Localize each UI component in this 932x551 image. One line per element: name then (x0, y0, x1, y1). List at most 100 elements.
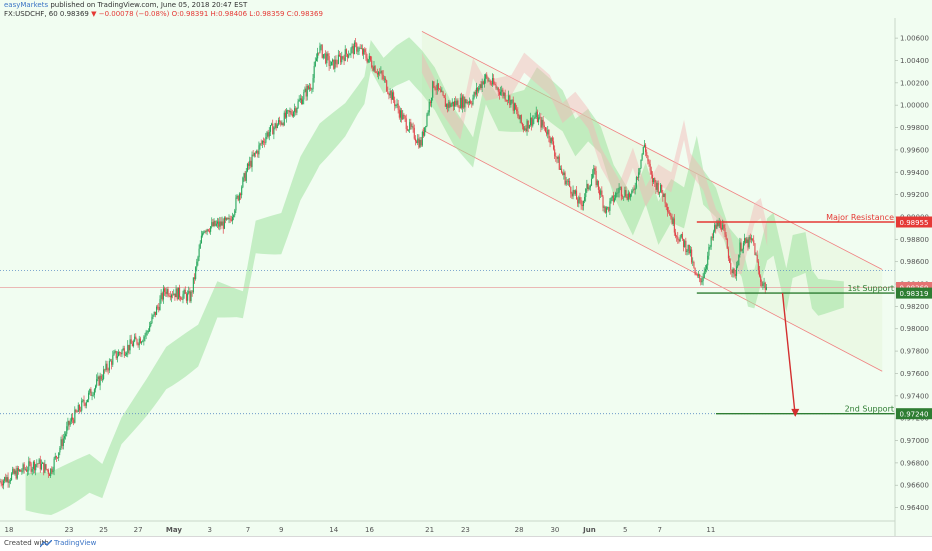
candle-body (93, 389, 95, 395)
candle-body (46, 469, 48, 470)
candle-body (120, 353, 122, 355)
candle-body (695, 274, 697, 276)
candle-body (371, 60, 373, 68)
candle-body (144, 335, 146, 337)
candle-body (266, 132, 268, 137)
candle-body (84, 403, 86, 406)
candle-body (731, 269, 733, 274)
candle-body (2, 480, 5, 486)
candle-body (107, 369, 109, 371)
candle-body (15, 470, 17, 479)
candle-body (344, 49, 346, 61)
price-chart[interactable]: Major Resistance 1st Support 2nd Support 0… (0, 0, 932, 536)
candle-body (609, 201, 611, 211)
candle-body (14, 470, 16, 474)
candle-body (448, 102, 450, 108)
candle-body (762, 283, 764, 286)
candle-body (322, 54, 324, 58)
candle-body (488, 80, 490, 82)
y-axis[interactable]: 0.964000.966000.968000.970000.972000.974… (895, 35, 929, 512)
publisher-name[interactable]: easyMarkets (4, 1, 49, 9)
candle-body (365, 52, 367, 59)
candle-body (66, 426, 68, 434)
candle-body (604, 206, 606, 213)
candle-body (211, 222, 213, 227)
candle-body (345, 49, 347, 54)
candle-body (78, 405, 80, 411)
candle-body (470, 101, 472, 104)
last-price: 0.98369 (59, 10, 89, 18)
candle-body (437, 83, 440, 89)
candle-body (342, 56, 344, 58)
candle-body (680, 233, 682, 238)
candle-body (254, 152, 257, 154)
candle-body (306, 85, 308, 97)
candle-body (333, 59, 335, 69)
x-axis[interactable]: 18 23 25 27 May 3 7 9 14 16 21 23 28 30 Jun 5 7 11 (4, 526, 715, 534)
x-tick-label: 9 (279, 526, 283, 534)
candle-body (19, 469, 21, 471)
candle-body (541, 119, 543, 128)
candle-body (601, 190, 603, 197)
candle-body (228, 218, 230, 220)
candle-body (376, 73, 379, 75)
candle-body (267, 132, 269, 137)
candle-body (389, 90, 391, 96)
candle-body (738, 254, 740, 266)
candle-body (580, 200, 582, 205)
candle-body (517, 111, 519, 117)
candle-body (526, 120, 528, 132)
candle-body (142, 341, 144, 342)
candle-body (105, 363, 107, 371)
candle-body (12, 469, 14, 474)
candle-body (166, 289, 168, 294)
candle-body (86, 399, 89, 403)
candle-body (75, 409, 77, 412)
y-tick-label: 1.00600 (900, 35, 929, 43)
projection-arrow-line (781, 292, 796, 417)
major-resistance-label: Major Resistance (826, 213, 894, 222)
tradingview-brand[interactable]: TradingView (54, 539, 97, 547)
candle-body (197, 257, 199, 262)
candle-body (618, 187, 620, 193)
candle-body (179, 287, 181, 298)
candle-body (104, 369, 106, 371)
candle-body (707, 255, 709, 266)
candle-body (402, 114, 404, 120)
candle-body (746, 239, 748, 243)
candle-body (260, 143, 262, 145)
candle-body (399, 110, 402, 118)
candle-body (532, 119, 534, 126)
candle-body (221, 221, 223, 226)
y-tick-label: 0.97800 (900, 348, 929, 356)
candle-body (612, 195, 614, 202)
candle-body (100, 375, 102, 380)
candle-body (216, 221, 219, 224)
candle-body (236, 195, 238, 198)
candle-body (525, 128, 527, 132)
candle-body (527, 120, 529, 129)
candle-body (4, 477, 6, 481)
y-tick-label: 1.00000 (900, 102, 929, 110)
candle-body (676, 236, 678, 237)
candle-body (381, 71, 383, 75)
candle-body (406, 129, 408, 131)
candle-body (292, 111, 295, 117)
candle-body (724, 228, 726, 235)
candle-body (512, 99, 514, 111)
candle-body (678, 239, 680, 242)
candle-body (475, 87, 477, 95)
candle-body (305, 88, 307, 97)
channel-upper-line (421, 31, 883, 270)
candle-body (502, 89, 504, 96)
candle-body (233, 215, 235, 217)
candle-body (386, 80, 388, 92)
candle-body (210, 226, 212, 232)
candle-body (413, 127, 415, 139)
candle-body (220, 221, 222, 226)
candle-body (396, 103, 398, 105)
candle-body (242, 177, 244, 188)
candle-body (160, 293, 162, 300)
candle-body (445, 104, 448, 107)
candle-body (352, 46, 354, 55)
